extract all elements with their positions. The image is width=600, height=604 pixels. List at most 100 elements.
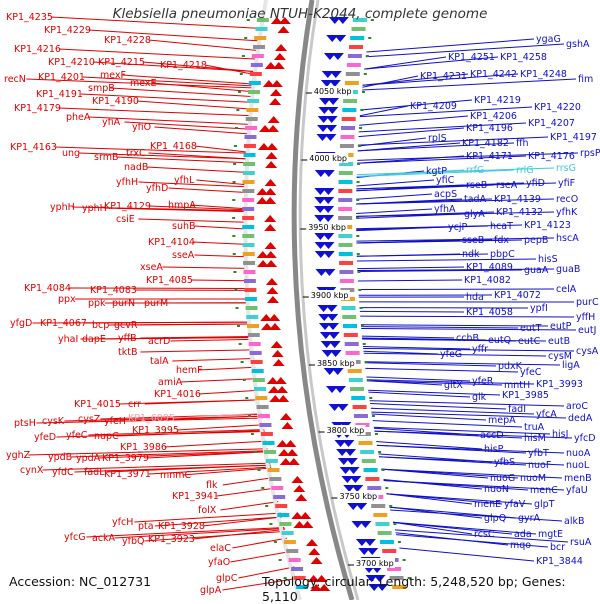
gene-label: nuoF [528, 460, 551, 471]
cog-block [362, 459, 376, 463]
forward-gene-arrow [275, 44, 287, 51]
feature-dot [233, 253, 236, 255]
cog-block [339, 180, 353, 184]
reverse-gene-arrow [364, 539, 376, 546]
cog-block [242, 207, 254, 211]
cog-block [244, 153, 256, 157]
feature-dot [279, 559, 282, 561]
forward-gene-arrow [265, 62, 277, 69]
cog-block [338, 189, 352, 193]
gene-label: ackA [92, 533, 116, 544]
leader-line [365, 368, 518, 372]
cog-block [349, 45, 363, 49]
gene-label: KP1_3844 [536, 556, 583, 567]
gene-label: KP1_4215 [98, 57, 145, 68]
gene-label: KP1_4190 [92, 96, 139, 107]
reverse-gene-arrow [344, 449, 356, 456]
cog-block [339, 261, 353, 265]
feature-dot [375, 433, 378, 435]
feature-dot [236, 109, 239, 111]
gene-label: KP1_4196 [466, 123, 513, 134]
feature-dot [254, 451, 257, 453]
cog-block [375, 522, 389, 526]
forward-gene-arrow [293, 485, 305, 492]
gene-label: purM [144, 298, 168, 309]
gene-label: sseB [462, 235, 484, 246]
leader-line [162, 267, 247, 268]
gene-label: KP1_4210 [48, 57, 95, 68]
cog-block [242, 189, 254, 193]
cog-block [340, 144, 354, 148]
feature-dot [239, 343, 242, 345]
reverse-gene-arrow [326, 314, 338, 321]
gene-label: guaB [556, 264, 580, 275]
gene-label: yghZ [6, 450, 31, 461]
cog-block [247, 99, 259, 103]
forward-gene-arrow [280, 413, 292, 420]
forward-gene-arrow [281, 422, 293, 429]
gene-label: KP1_3986 [120, 442, 167, 453]
reverse-gene-arrow [332, 53, 344, 60]
cog-block [373, 513, 387, 517]
forward-gene-arrow [278, 449, 290, 456]
gene-label: hisP [484, 444, 504, 455]
kbp-label: 3950 kbp [308, 223, 346, 232]
gene-label: glpA [200, 585, 222, 596]
gene-label: yfiF [558, 178, 575, 189]
leader-line [149, 40, 257, 50]
gene-label: yfiC [436, 175, 455, 186]
cog-block [264, 450, 276, 454]
leader-line [137, 101, 251, 109]
gene-label: KP1_4072 [494, 290, 541, 301]
gene-label: yfhL [174, 175, 195, 186]
gene-label: nuoG [490, 473, 515, 484]
cog-block [245, 297, 257, 301]
cog-block [291, 567, 303, 571]
forward-gene-arrow [261, 323, 273, 330]
gene-label: glpC [216, 573, 238, 584]
forward-gene-arrow [267, 377, 279, 384]
gene-label: rrsG [556, 163, 576, 174]
feature-dot [367, 379, 370, 381]
gene-label: yfcD [574, 433, 596, 444]
gene-label: KP1_4216 [14, 44, 61, 55]
forward-gene-arrow [264, 215, 276, 222]
gene-label: recN [4, 74, 26, 85]
feature-dot [365, 361, 368, 363]
feature-dot [274, 541, 277, 543]
leader-line [366, 39, 534, 52]
cog-block [341, 126, 355, 130]
forward-gene-arrow [268, 116, 280, 123]
gene-label: nuoL [566, 460, 590, 471]
cog-block [246, 306, 258, 310]
gene-label: mexE [130, 78, 157, 89]
feature-dot [233, 181, 236, 183]
leader-line [361, 329, 576, 331]
cog-block [255, 396, 267, 400]
reverse-gene-arrow [342, 440, 354, 447]
gene-label: yfeC [520, 367, 542, 378]
gene-label: celA [556, 284, 577, 295]
feature-dot [357, 271, 360, 273]
gene-label: ndk [462, 249, 480, 260]
cog-block [250, 72, 262, 76]
gene-label: csiE [116, 214, 135, 225]
cog-block [346, 72, 360, 76]
reverse-gene-arrow [325, 125, 337, 132]
gene-label: yphH [50, 202, 75, 213]
forward-gene-arrow [291, 476, 303, 483]
forward-gene-arrow [257, 260, 269, 267]
gene-label: KP1_4176 [528, 151, 575, 162]
forward-gene-arrow [263, 80, 275, 87]
gene-label: yfbQ [122, 536, 144, 547]
gene-label: cynX [20, 465, 44, 476]
feature-dot [356, 217, 359, 219]
gene-label: ffh [516, 138, 529, 149]
cog-block [250, 351, 262, 355]
gene-label: KP1_4129 [104, 201, 151, 212]
forward-gene-arrow [266, 278, 278, 285]
leader-line [205, 65, 254, 74]
gene-label: menB [564, 473, 592, 484]
